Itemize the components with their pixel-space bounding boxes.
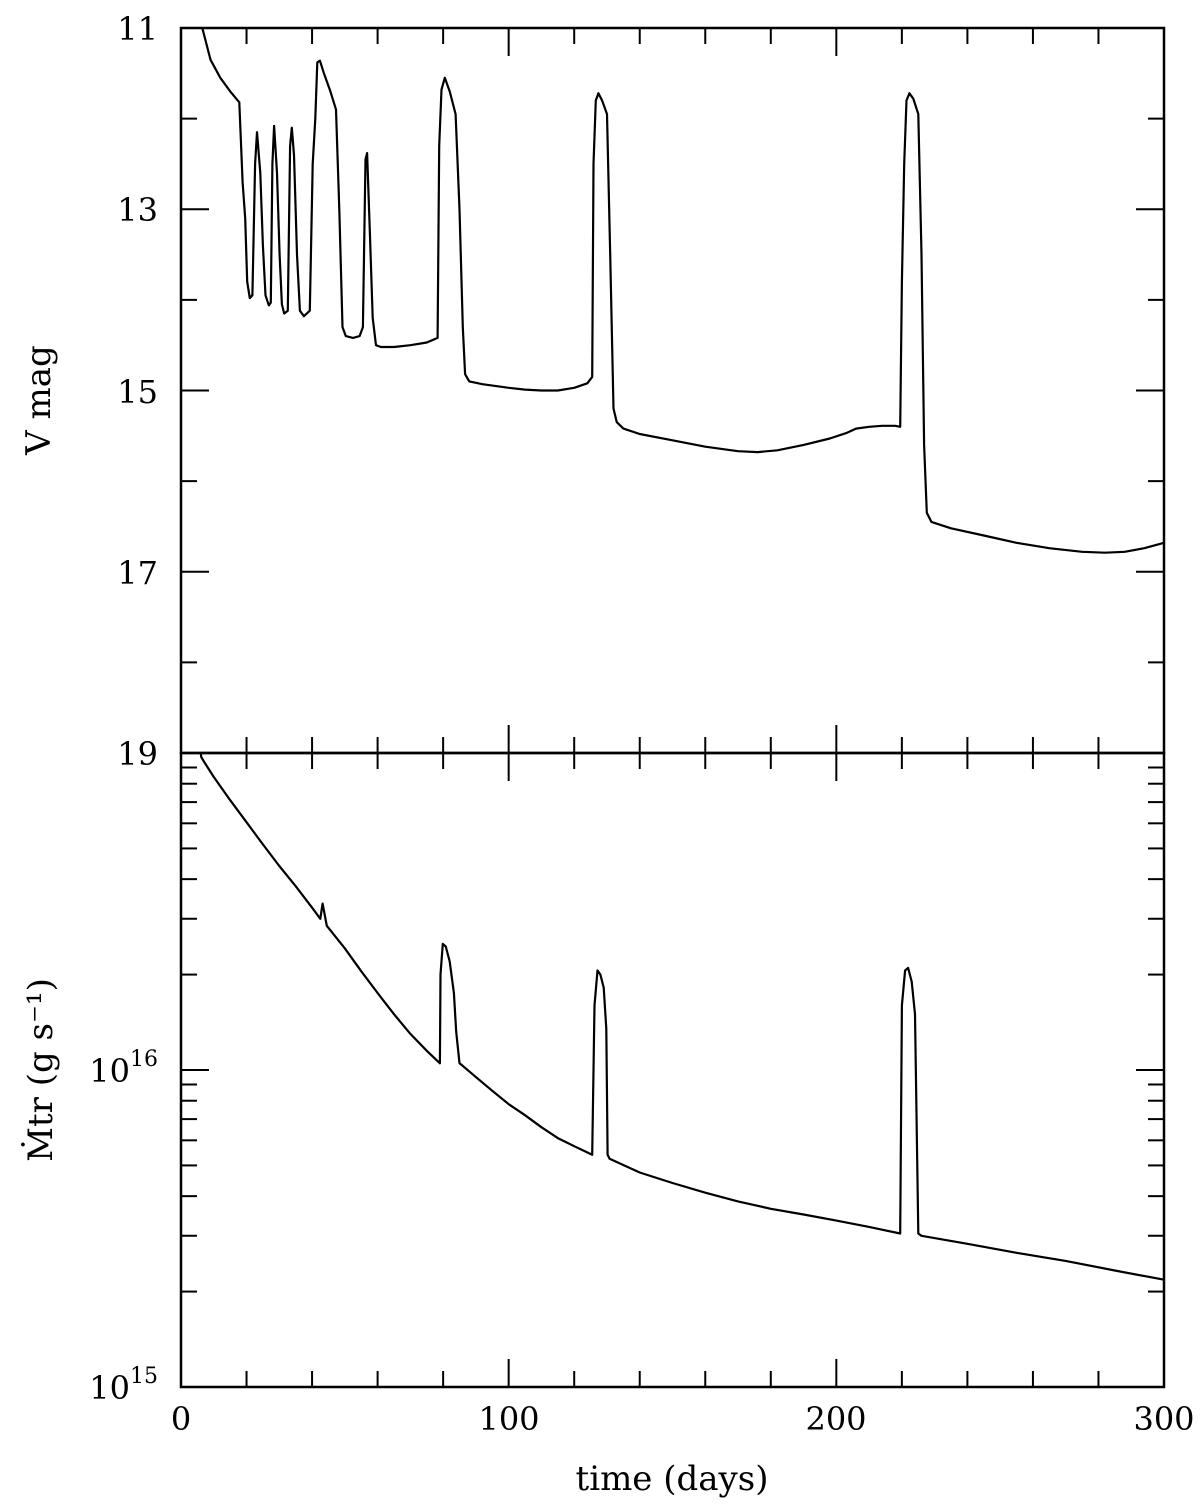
bottom-y-axis-title: Ṁtr (g s⁻¹) (21, 978, 61, 1162)
mdot-tick-label-1e15: 1015 (89, 1364, 158, 1407)
bottom-panel-frame (179, 751, 1166, 1389)
x-tick-label-0: 0 (171, 1400, 191, 1438)
v-magnitude-line (201, 27, 1165, 554)
x-tick-label-200: 200 (805, 1400, 866, 1438)
x-tick-label-100: 100 (478, 1400, 539, 1438)
v-mag-tick-label-17: 17 (117, 554, 158, 592)
mass-transfer-rate-line (199, 752, 1165, 1281)
v-mag-tick-label-11: 11 (117, 10, 158, 48)
v-mag-tick-label-13: 13 (117, 191, 158, 229)
top-panel-frame (179, 26, 1166, 755)
x-tick-label-300: 300 (1133, 1400, 1194, 1438)
v-mag-tick-label-15: 15 (117, 373, 158, 411)
mdot-tick-label-1e16: 1016 (89, 1047, 158, 1090)
x-axis-title: time (days) (576, 1459, 769, 1499)
v-mag-tick-label-19: 19 (117, 735, 158, 773)
tick-marks (180, 27, 1165, 1388)
top-y-axis-title: V mag (19, 345, 59, 456)
